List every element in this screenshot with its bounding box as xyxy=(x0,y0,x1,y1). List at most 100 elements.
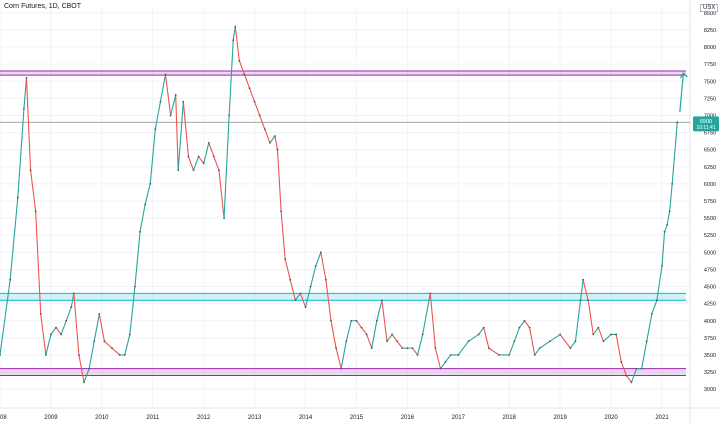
price-point xyxy=(330,319,332,322)
price-segment xyxy=(582,279,589,301)
price-point xyxy=(0,354,1,356)
price-segment xyxy=(254,101,261,117)
price-segment xyxy=(243,73,251,89)
x-tick-label: 2009 xyxy=(44,415,58,421)
y-tick-label: 7250 xyxy=(704,96,716,102)
price-point xyxy=(439,367,442,370)
price-point xyxy=(477,333,480,336)
price-segment xyxy=(289,279,296,301)
price-segment xyxy=(549,333,561,342)
price-point xyxy=(16,196,19,199)
price-segment xyxy=(198,155,205,164)
price-segment xyxy=(159,73,167,103)
price-point xyxy=(144,203,147,206)
price-point xyxy=(533,354,536,356)
price-point xyxy=(406,347,409,350)
price-segment xyxy=(40,313,47,356)
price-point xyxy=(72,292,75,295)
price-segment xyxy=(666,210,671,226)
price-segment xyxy=(78,354,85,383)
price-point xyxy=(386,340,388,343)
price-point xyxy=(513,340,516,343)
price-segment xyxy=(592,327,599,335)
price-point xyxy=(360,326,363,329)
price-segment xyxy=(360,327,368,335)
x-tick-label: 2017 xyxy=(452,415,466,421)
x-tick-label: 2013 xyxy=(248,415,262,421)
price-segment xyxy=(88,340,95,370)
price-point xyxy=(60,333,63,336)
price-segment xyxy=(248,87,256,103)
price-point xyxy=(625,374,628,377)
price-point xyxy=(223,217,225,220)
x-tick-label: 2008 xyxy=(0,415,7,421)
y-tick-label: 4000 xyxy=(704,319,716,325)
price-point xyxy=(263,128,266,131)
price-segment xyxy=(23,77,28,110)
price-point xyxy=(650,313,653,315)
price-segment xyxy=(274,135,279,151)
price-segment xyxy=(203,142,210,164)
y-tick-label: 5500 xyxy=(704,216,716,222)
price-point xyxy=(98,313,101,315)
price-segment xyxy=(518,320,526,329)
currency-label[interactable]: USX xyxy=(700,4,719,12)
price-point xyxy=(671,183,674,185)
price-point xyxy=(615,333,618,336)
price-segment xyxy=(656,265,663,301)
price-point xyxy=(610,333,612,336)
price-segment xyxy=(276,149,282,212)
price-segment xyxy=(228,39,234,117)
price-point xyxy=(340,367,343,370)
price-point xyxy=(78,354,80,356)
price-point xyxy=(304,306,307,308)
price-segment xyxy=(50,327,57,335)
y-tick-label: 8250 xyxy=(704,28,716,34)
price-segment xyxy=(483,327,490,349)
price-point xyxy=(396,340,399,343)
price-point xyxy=(661,265,663,267)
price-point xyxy=(164,73,167,76)
price-segment xyxy=(55,327,62,335)
price-segment xyxy=(434,347,442,370)
price-segment xyxy=(187,155,195,171)
price-point xyxy=(597,326,600,329)
price-segment xyxy=(129,285,136,335)
price-point xyxy=(289,278,292,281)
price-segment xyxy=(478,327,485,335)
price-point xyxy=(350,319,353,322)
price-point xyxy=(391,333,394,336)
x-tick-label: 2018 xyxy=(503,415,517,421)
price-point xyxy=(118,354,121,356)
price-point xyxy=(319,251,322,254)
price-point xyxy=(645,340,648,343)
price-point xyxy=(523,319,526,322)
price-segment xyxy=(320,251,327,281)
price-segment xyxy=(60,320,67,335)
price-segment xyxy=(192,155,200,171)
price-point xyxy=(538,347,541,350)
price-segment xyxy=(574,299,582,342)
price-segment xyxy=(315,251,322,267)
price-point xyxy=(325,278,327,281)
price-point xyxy=(128,333,131,336)
projection-arrow xyxy=(679,73,684,113)
price-point xyxy=(449,354,452,356)
price-point xyxy=(549,340,551,343)
price-segment xyxy=(238,60,245,75)
y-tick-label: 8000 xyxy=(704,45,716,51)
price-segment xyxy=(488,347,500,356)
price-segment xyxy=(391,333,398,342)
price-segment xyxy=(280,210,286,260)
price-segment xyxy=(651,299,658,315)
price-point xyxy=(44,354,47,356)
x-tick-label: 2019 xyxy=(553,415,567,421)
price-point xyxy=(39,313,42,315)
price-point xyxy=(508,354,511,356)
zones xyxy=(0,70,690,376)
price-segment xyxy=(417,333,424,356)
price-point xyxy=(401,347,404,350)
price-point xyxy=(666,224,668,226)
price-segment xyxy=(587,299,594,335)
